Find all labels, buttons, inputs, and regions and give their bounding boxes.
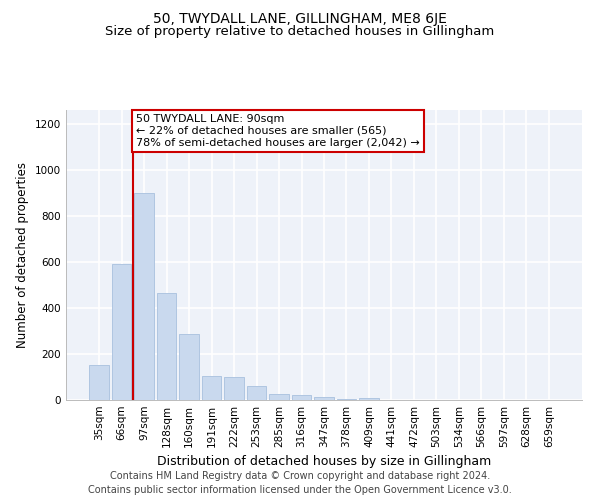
X-axis label: Distribution of detached houses by size in Gillingham: Distribution of detached houses by size … (157, 456, 491, 468)
Bar (247, 386, 266, 400)
Bar (314, 397, 334, 400)
Text: Contains HM Land Registry data © Crown copyright and database right 2024.
Contai: Contains HM Land Registry data © Crown c… (88, 471, 512, 495)
Bar (89, 366, 109, 400)
Bar (337, 399, 356, 400)
Bar (179, 334, 199, 400)
Bar (202, 376, 221, 400)
Y-axis label: Number of detached properties: Number of detached properties (16, 162, 29, 348)
Text: 50, TWYDALL LANE, GILLINGHAM, ME8 6JE: 50, TWYDALL LANE, GILLINGHAM, ME8 6JE (153, 12, 447, 26)
Bar (224, 377, 244, 400)
Bar (157, 293, 176, 400)
Bar (292, 395, 311, 400)
Bar (359, 398, 379, 400)
Text: 50 TWYDALL LANE: 90sqm
← 22% of detached houses are smaller (565)
78% of semi-de: 50 TWYDALL LANE: 90sqm ← 22% of detached… (136, 114, 420, 148)
Bar (134, 193, 154, 400)
Bar (269, 394, 289, 400)
Text: Size of property relative to detached houses in Gillingham: Size of property relative to detached ho… (106, 25, 494, 38)
Bar (112, 264, 131, 400)
